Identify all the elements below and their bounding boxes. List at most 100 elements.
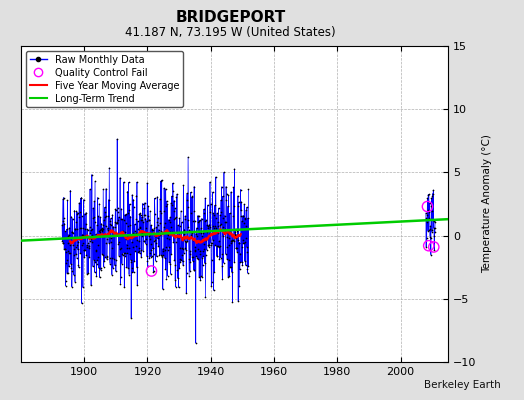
Point <box>101 254 109 260</box>
Point <box>88 232 96 238</box>
Point <box>61 228 70 234</box>
Point <box>237 259 246 266</box>
Point <box>230 202 238 209</box>
Point <box>140 212 149 218</box>
Point <box>196 217 204 224</box>
Point <box>70 272 78 278</box>
Point <box>82 209 90 216</box>
Point <box>60 215 68 221</box>
Point <box>180 235 189 241</box>
Point <box>67 234 75 241</box>
Point <box>422 244 430 250</box>
Point <box>155 230 163 236</box>
Legend: Raw Monthly Data, Quality Control Fail, Five Year Moving Average, Long-Term Tren: Raw Monthly Data, Quality Control Fail, … <box>26 51 183 107</box>
Point <box>217 251 226 257</box>
Point <box>113 136 122 142</box>
Point <box>148 245 157 252</box>
Point <box>222 183 230 190</box>
Point <box>111 219 119 226</box>
Point <box>73 255 81 262</box>
Point <box>94 253 102 260</box>
Point <box>227 238 235 244</box>
Point <box>125 271 133 278</box>
Point <box>100 214 108 220</box>
Point <box>178 252 186 258</box>
Point <box>156 196 165 202</box>
Point <box>199 230 208 237</box>
Point <box>68 229 76 235</box>
Point <box>209 237 217 243</box>
Point <box>69 230 77 236</box>
Point <box>152 233 160 239</box>
Point <box>234 298 243 304</box>
Point <box>96 227 104 233</box>
Point <box>65 225 73 231</box>
Point <box>106 260 114 267</box>
Point <box>152 224 161 231</box>
Point <box>143 253 151 260</box>
Point <box>152 253 161 260</box>
Point <box>220 228 228 234</box>
Point <box>61 246 69 252</box>
Point <box>427 203 435 209</box>
Point <box>191 248 199 254</box>
Point <box>117 245 125 252</box>
Point <box>215 244 223 250</box>
Point <box>167 251 176 257</box>
Point <box>188 254 196 260</box>
Point <box>108 244 116 251</box>
Y-axis label: Temperature Anomaly (°C): Temperature Anomaly (°C) <box>482 134 492 274</box>
Point <box>430 218 438 224</box>
Point <box>423 212 431 218</box>
Point <box>149 244 157 251</box>
Point <box>202 236 211 243</box>
Point <box>129 230 137 236</box>
Point <box>73 242 81 248</box>
Point <box>146 250 154 256</box>
Point <box>121 212 129 218</box>
Point <box>170 216 178 222</box>
Point <box>178 258 187 264</box>
Point <box>101 209 110 216</box>
Point <box>221 251 230 257</box>
Point <box>111 224 119 230</box>
Point <box>422 235 431 241</box>
Point <box>132 216 140 222</box>
Point <box>177 219 185 226</box>
Point <box>81 247 90 254</box>
Point <box>135 211 144 218</box>
Point <box>63 240 72 246</box>
Point <box>423 195 432 202</box>
Point <box>237 212 246 219</box>
Point <box>102 186 110 192</box>
Point <box>241 216 249 222</box>
Point <box>162 244 170 250</box>
Point <box>429 225 438 231</box>
Point <box>428 193 436 199</box>
Point <box>232 245 241 252</box>
Point <box>100 264 108 270</box>
Point <box>194 256 203 263</box>
Point <box>68 229 77 236</box>
Point <box>243 266 252 272</box>
Point <box>193 238 201 244</box>
Point <box>188 193 196 200</box>
Point <box>105 197 113 203</box>
Point <box>114 241 123 248</box>
Point <box>101 223 110 229</box>
Point <box>137 214 146 220</box>
Point <box>69 237 78 243</box>
Point <box>122 263 130 270</box>
Point <box>190 183 199 190</box>
Point <box>107 235 116 242</box>
Point <box>221 219 229 225</box>
Point <box>63 257 71 264</box>
Point <box>118 260 126 267</box>
Point <box>424 242 433 249</box>
Point <box>174 222 182 229</box>
Point <box>212 226 220 233</box>
Point <box>64 248 73 254</box>
Point <box>59 240 67 246</box>
Point <box>89 205 97 211</box>
Point <box>203 247 211 253</box>
